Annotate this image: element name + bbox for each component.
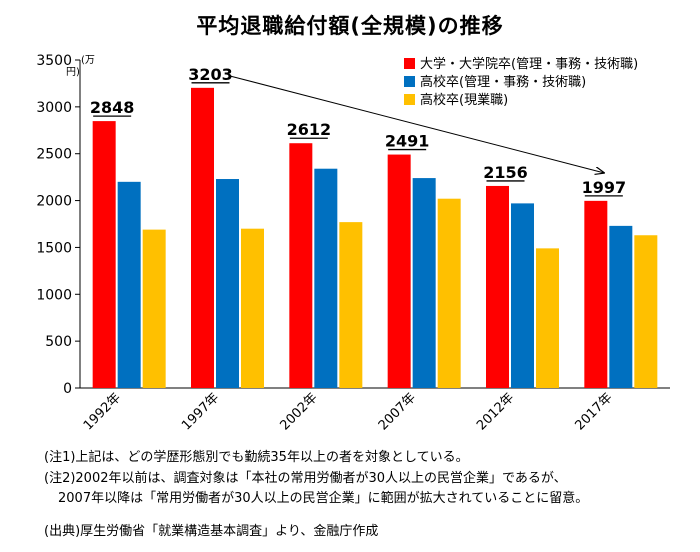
bar — [142, 229, 166, 388]
y-tick-label: 3500 — [36, 53, 72, 69]
bar — [191, 87, 214, 389]
note-2: (注2)2002年以前は、調査対象は「本社の常用労働者が30人以上の民営企業」で… — [44, 471, 567, 486]
x-tick-label: 2017年 — [572, 390, 615, 433]
x-tick-label: 2007年 — [376, 390, 419, 433]
data-label: 3203 — [188, 65, 233, 84]
y-tick-label: 1500 — [36, 240, 72, 256]
bar — [241, 228, 264, 388]
data-label: 2491 — [385, 132, 430, 151]
bar — [511, 203, 534, 388]
x-tick-label: 1997年 — [179, 390, 222, 433]
bar — [387, 154, 411, 388]
bar — [634, 235, 658, 388]
y-tick-label: 500 — [45, 334, 72, 350]
data-label: 1997 — [582, 178, 627, 197]
x-tick-label: 2002年 — [277, 390, 320, 433]
bar — [486, 185, 509, 388]
y-unit-label: (万 — [81, 55, 95, 66]
y-tick-label: 1000 — [36, 287, 72, 303]
y-tick-label: 2500 — [36, 147, 72, 163]
bar — [117, 181, 141, 388]
note-2-continued: 2007年以降は「常用労働者が30人以上の民営企業」に範囲が拡大されていることに… — [58, 491, 589, 506]
bar — [216, 179, 239, 388]
legend-swatch — [404, 94, 415, 105]
data-label: 2156 — [483, 163, 528, 182]
x-tick-label: 1992年 — [81, 390, 124, 433]
bar — [339, 222, 363, 388]
bar-chart: 0 500 1000 1500 2000 2500 3000 3500 (万円) 1992年 19… — [36, 53, 670, 433]
bar — [584, 200, 608, 388]
chart-title: 平均退職給付額(全規模)の推移 — [196, 14, 504, 38]
y-tick-label: 3000 — [36, 100, 72, 116]
y-unit-label: 円) — [66, 67, 80, 78]
data-label: 2848 — [90, 98, 135, 117]
bar — [314, 168, 338, 388]
bar — [536, 248, 559, 388]
y-tick-label: 0 — [63, 381, 72, 397]
data-label: 2612 — [287, 120, 332, 139]
trend-arrow — [229, 75, 604, 173]
legend-label: 高校卒(現業職) — [420, 92, 508, 108]
y-tick-label: 2000 — [36, 194, 72, 210]
bar — [92, 121, 116, 388]
bar — [437, 198, 461, 388]
source-note: (出典)厚生労働省「就業構造基本調査」より、金融庁作成 — [44, 524, 379, 539]
bar — [289, 143, 313, 388]
bar — [412, 178, 436, 388]
legend-label: 大学・大学院卒(管理・事務・技術職) — [420, 56, 638, 72]
x-tick-label: 2012年 — [474, 390, 517, 433]
note-1: (注1)上記は、どの学歴形態別でも勤続35年以上の者を対象としている。 — [44, 450, 469, 465]
bar — [609, 225, 633, 388]
legend-label: 高校卒(管理・事務・技術職) — [420, 74, 586, 90]
legend-swatch — [404, 76, 415, 87]
legend-swatch — [404, 58, 415, 69]
